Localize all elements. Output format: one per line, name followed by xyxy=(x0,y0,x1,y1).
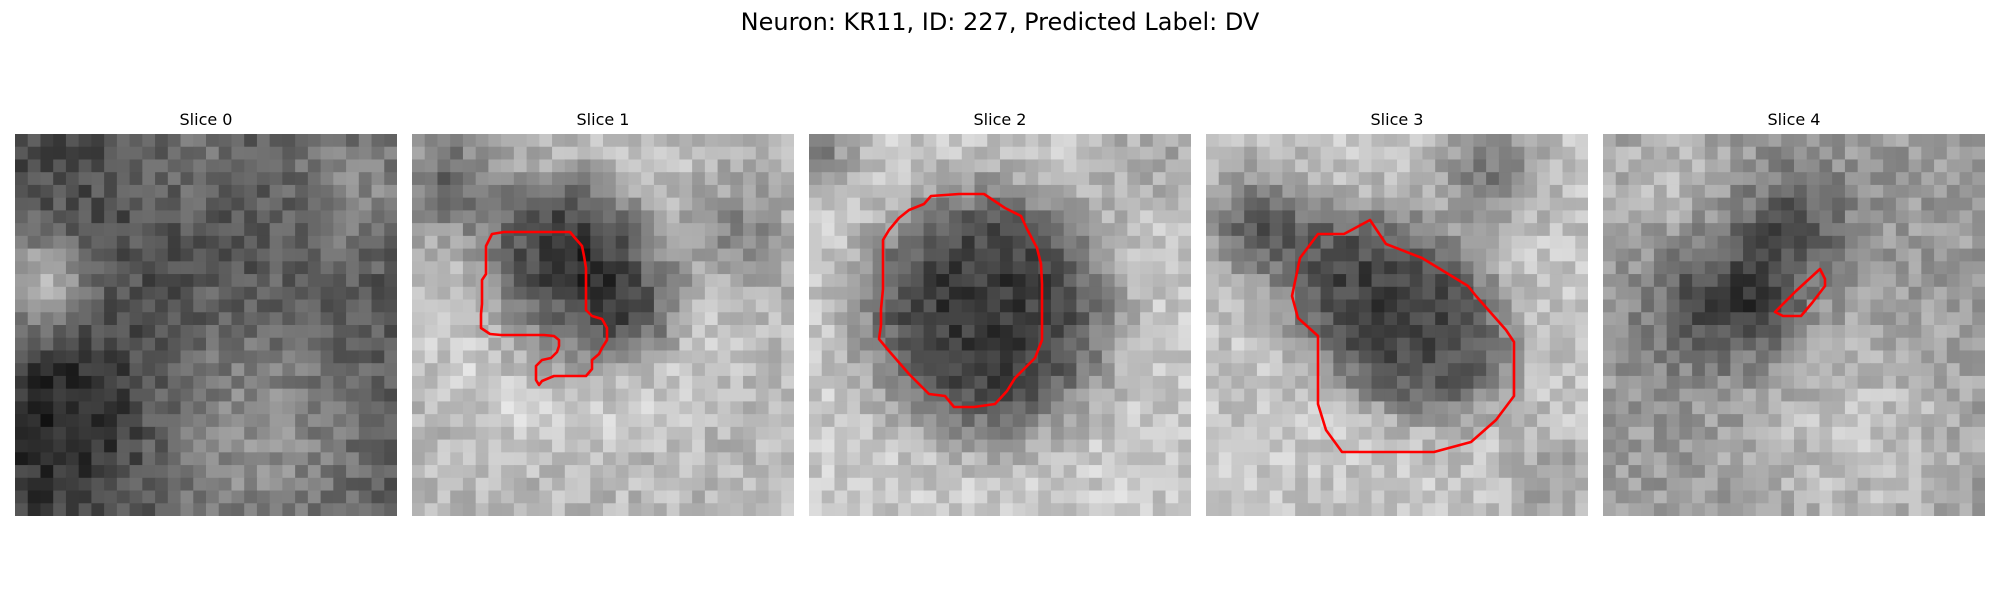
figure-title: Neuron: KR11, ID: 227, Predicted Label: … xyxy=(740,8,1260,36)
slice-image xyxy=(809,134,1191,516)
slice-title: Slice 1 xyxy=(576,110,630,129)
roi-outline xyxy=(1290,218,1516,454)
slice-title: Slice 4 xyxy=(1767,110,1821,129)
slice-title: Slice 3 xyxy=(1370,110,1424,129)
slice-image xyxy=(15,134,397,516)
slice-image xyxy=(1603,134,1985,516)
slice-grayscale-pixels xyxy=(1206,134,1588,516)
slice-title: Slice 0 xyxy=(179,110,233,129)
slice-grayscale-pixels xyxy=(15,134,397,516)
slice-grayscale-pixels xyxy=(1603,134,1985,516)
roi-outline xyxy=(1773,267,1827,318)
slice-grayscale-pixels xyxy=(412,134,794,516)
slice-image xyxy=(1206,134,1588,516)
roi-outline xyxy=(877,192,1044,409)
roi-outline xyxy=(479,230,609,387)
slice-image xyxy=(412,134,794,516)
slice-title: Slice 2 xyxy=(973,110,1027,129)
slice-grayscale-pixels xyxy=(809,134,1191,516)
